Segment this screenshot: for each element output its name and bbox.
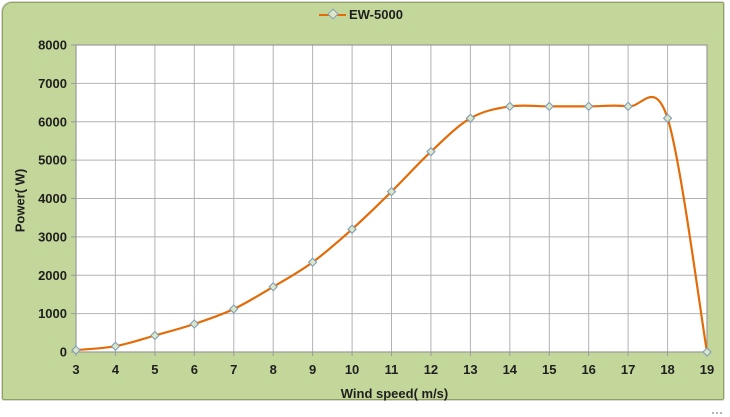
tick-label: 6000 [38,114,67,129]
data-point-marker [268,281,278,292]
tick-label: 4 [112,362,120,377]
tick-label: 19 [700,362,714,377]
data-point-marker [386,186,397,197]
tick-label: 5 [151,362,158,377]
tick-label: 17 [621,362,635,377]
tick-label: 3 [72,362,79,377]
data-point-marker [465,113,476,124]
x-axis-title: Wind speed( m/s) [340,386,449,401]
data-point-marker [189,319,200,329]
x-axis-tick-labels: 3 4 5 6 7 8 9 10 11 12 13 14 15 16 17 18 19 [72,362,714,377]
tick-label: 4000 [38,191,67,206]
tick-label: 5000 [38,153,67,168]
data-point-marker [150,330,160,341]
tick-label: 0 [60,345,67,360]
legend: EW-5000 [319,6,403,24]
data-point-marker [307,257,318,267]
tick-label: 9 [309,362,316,377]
legend-series-label: EW-5000 [349,7,403,22]
tick-label: 2000 [38,268,67,283]
series-markers [71,101,712,357]
legend-diamond-marker-icon [327,8,339,20]
y-axis-tick-labels: 0 1000 2000 3000 4000 5000 6000 7000 8000 [38,38,67,360]
data-point-marker [623,101,633,112]
tick-label: 11 [385,362,399,377]
data-point-marker [71,345,81,355]
tick-label: 10 [345,362,359,377]
data-point-marker [426,146,436,157]
data-point-marker [505,101,515,112]
tick-label: 14 [503,362,518,377]
data-point-marker [228,304,239,314]
legend-line-icon [319,8,346,20]
tick-label: 15 [542,362,556,377]
tick-label: 6 [191,362,198,377]
data-point-marker [583,101,594,112]
resize-handle-mark [712,407,722,414]
tick-label: 3000 [38,229,67,244]
axis-ticks [71,44,708,356]
tick-label: 16 [581,362,595,377]
data-point-marker [544,101,555,112]
tick-label: 13 [463,362,477,377]
data-point-marker [347,224,357,234]
tick-label: 7000 [38,76,67,91]
tick-label: 12 [424,362,438,377]
data-point-marker [702,347,712,357]
data-point-marker [662,113,673,124]
tick-label: 8000 [38,38,67,53]
tick-label: 7 [230,362,237,377]
tick-label: 8 [270,362,277,377]
data-point-marker [110,341,121,352]
tick-label: 1000 [38,306,67,321]
tick-label: 18 [660,362,674,377]
